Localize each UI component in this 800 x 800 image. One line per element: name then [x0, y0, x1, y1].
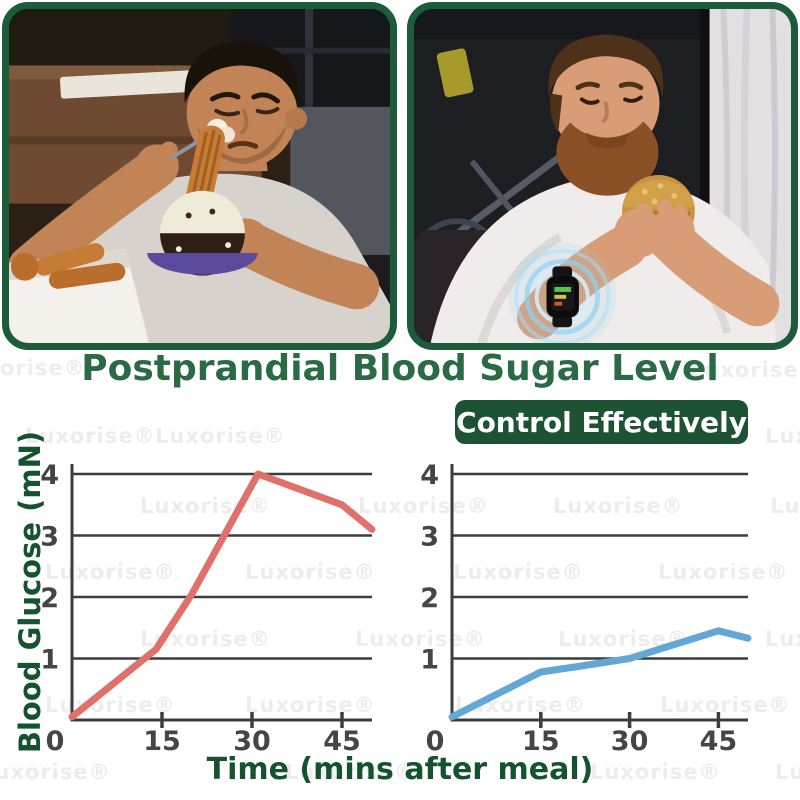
watermark-text: Luxorise®: [155, 424, 286, 448]
svg-text:2: 2: [420, 583, 439, 614]
watermark-text: Luxorise®: [765, 424, 800, 448]
watermark-text: Luxorise®: [245, 560, 376, 584]
watermark-text: Luxorise®: [140, 494, 271, 518]
svg-text:3: 3: [420, 522, 439, 553]
watermark-text: Luxorise®: [455, 693, 586, 717]
watermark-text: Luxorise®: [355, 627, 486, 651]
man-eating-burger: [430, 34, 780, 343]
watermark-text: Luxorise®: [245, 693, 376, 717]
watermark-text: Luxorise®: [660, 693, 791, 717]
glowing-smartwatch: [508, 242, 617, 343]
churro-box: [9, 243, 149, 343]
watermark-text: Luxorise®: [690, 358, 800, 382]
watermark-text: Luxorise®: [25, 424, 156, 448]
photo-burger-eating-illustration: [414, 9, 791, 343]
man-eating-dessert: [9, 41, 390, 343]
watermark-text: Luxorise®: [553, 494, 684, 518]
watermark-text: Luxorise®: [775, 760, 800, 784]
watermark-text: Luxorise®: [358, 494, 489, 518]
left-arm: [9, 148, 176, 288]
watermark-text: Luxorise®: [0, 356, 86, 380]
x-axis-label: Time (mins after meal): [206, 752, 594, 787]
photo-frame-left: [2, 2, 397, 350]
watermark-text: Luxorise®: [658, 560, 789, 584]
photo-frame-right: [407, 2, 798, 350]
watermark-text: Luxorise®: [45, 693, 176, 717]
watermark-text: Luxorise®: [590, 760, 721, 784]
watermark-text: Luxorise®: [285, 760, 416, 784]
page-title: Postprandial Blood Sugar Level: [81, 348, 719, 389]
watermark-text: Luxorise®: [558, 627, 689, 651]
watermark-text: Luxorise®: [453, 560, 584, 584]
svg-text:4: 4: [420, 460, 439, 491]
watermark-text: Luxorise®: [770, 494, 800, 518]
cream-cake: [147, 190, 258, 276]
watermark-text: Luxorise®: [45, 560, 176, 584]
photo-dessert-eating-illustration: [9, 9, 390, 343]
hair: [548, 34, 664, 98]
watermark-text: Luxorise®: [765, 627, 800, 651]
y-axis-label: Blood Glucose (mN): [13, 430, 47, 754]
purple-plate: [147, 252, 258, 275]
watermark-text: Luxorise®: [0, 760, 111, 784]
watermark-text: Luxorise®: [140, 627, 271, 651]
control-effectively-badge: Control Effectively: [455, 400, 748, 444]
